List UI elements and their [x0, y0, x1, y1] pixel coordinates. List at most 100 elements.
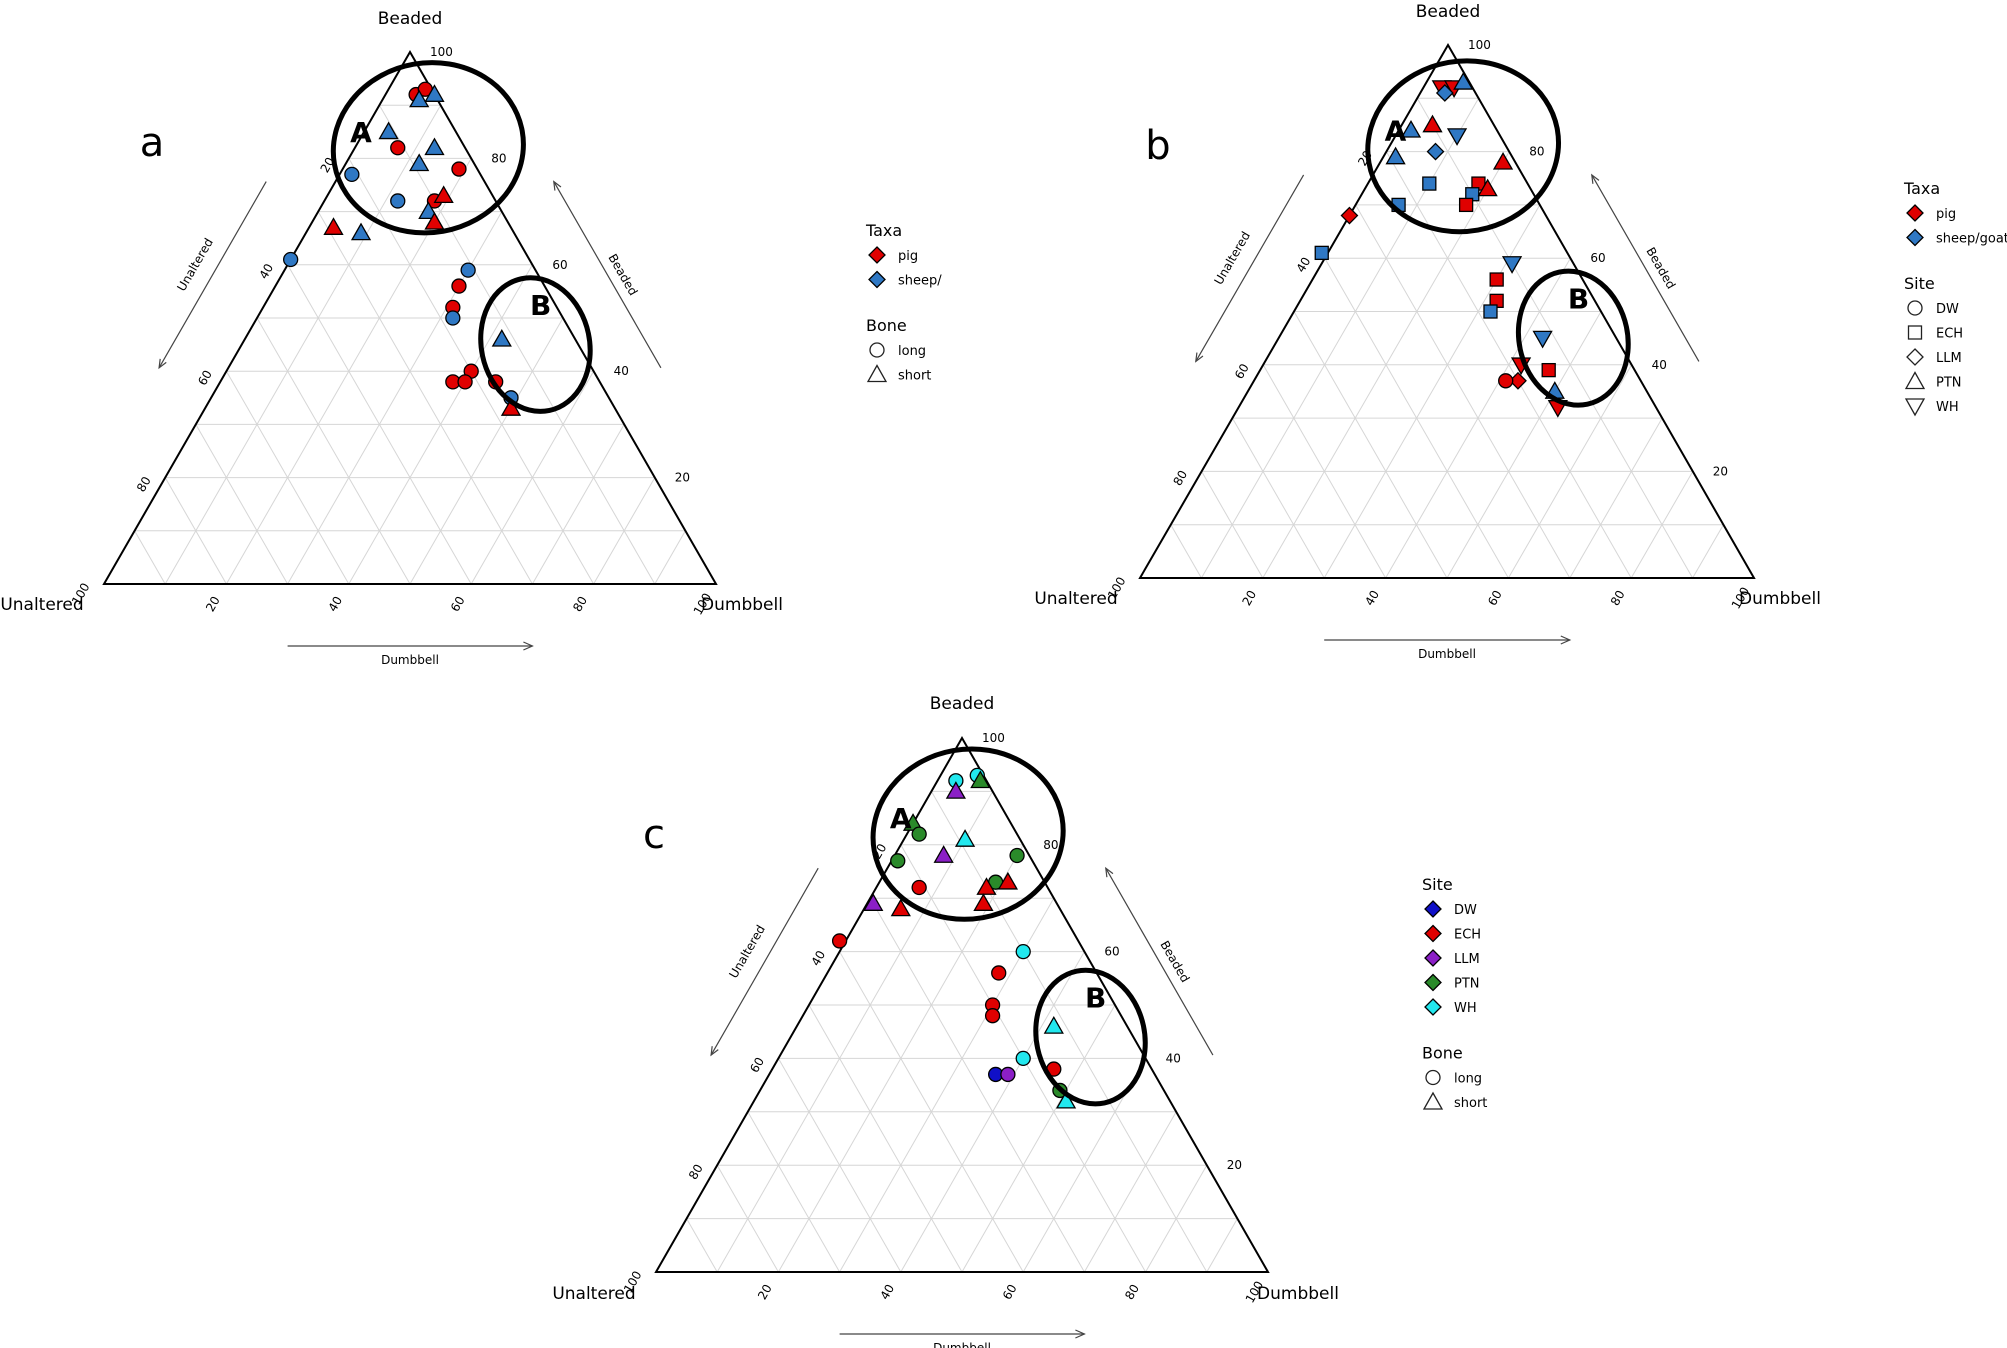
- data-point: [890, 853, 906, 869]
- data-point: [457, 374, 473, 390]
- tick-label-bottom: 80: [570, 594, 590, 614]
- legend-marker: [1906, 228, 1924, 247]
- tick-label-left: 80: [1170, 468, 1190, 488]
- tick-label-left: 80: [134, 474, 154, 494]
- tick-label-bottom: 60: [448, 594, 468, 614]
- legend-entry-label: LLM: [1936, 351, 1962, 366]
- tick-label-right: 100: [430, 45, 453, 59]
- grid-line: [256, 317, 411, 585]
- grid-line: [777, 1058, 902, 1273]
- legend-entry-label: sheep/: [898, 274, 942, 289]
- tick-label-bottom: 60: [1485, 588, 1505, 608]
- data-point: [1483, 304, 1498, 319]
- legend-entry-label: PTN: [1936, 376, 1962, 391]
- legend: Taxa pig sheep/Bone long short: [865, 221, 942, 384]
- tick-label-left: 40: [1294, 255, 1314, 275]
- grid-line: [1507, 364, 1633, 579]
- grid-line: [839, 897, 1055, 1273]
- cluster-label-b: B: [530, 289, 551, 322]
- data-point: [911, 826, 927, 842]
- data-point: [976, 877, 997, 895]
- vertex-label-right: Dumbbell: [1739, 589, 1821, 609]
- grid-line: [195, 424, 289, 585]
- legend-entry-label: short: [1454, 1096, 1487, 1111]
- legend-title: Site: [1904, 274, 1935, 293]
- legend-marker: [1904, 398, 1926, 417]
- tick-label-right: 20: [1713, 464, 1728, 478]
- data-point: [1492, 151, 1514, 170]
- grid-line: [930, 791, 1208, 1273]
- data-point: [1477, 178, 1498, 197]
- tick-label-left: 60: [195, 368, 215, 388]
- legend-entry-label: short: [898, 369, 931, 384]
- dumbbell-arrowhead: [523, 641, 534, 651]
- panel-label: c: [643, 812, 665, 858]
- grid-line: [716, 791, 994, 1273]
- data-point: [491, 328, 512, 347]
- data-point: [433, 185, 454, 204]
- legend-entry-label: LLM: [1454, 952, 1480, 967]
- data-point: [933, 845, 954, 863]
- legend-title: Taxa: [1903, 179, 1940, 198]
- data-point: [390, 193, 406, 209]
- grid-line: [686, 1218, 718, 1273]
- dumbbell-arrowhead: [1560, 635, 1572, 645]
- cluster-label-b: B: [1568, 282, 1589, 315]
- vertex-label-top: Beaded: [378, 9, 443, 29]
- data-point: [409, 153, 430, 172]
- grid-line: [1206, 1218, 1238, 1273]
- data-point: [445, 310, 461, 326]
- tick-label-bottom: 20: [203, 594, 223, 614]
- data-point: [984, 1008, 1001, 1024]
- grid-line: [1145, 1164, 1208, 1273]
- grid-line: [961, 1004, 1116, 1273]
- legend-marker: [866, 364, 888, 383]
- cluster-ellipse-b: [1033, 967, 1148, 1107]
- grid-line: [1083, 1111, 1177, 1273]
- tick-label-left: 60: [747, 1055, 767, 1075]
- data-point: [418, 201, 439, 220]
- tick-label-left: 80: [686, 1162, 706, 1182]
- tick-label-bottom: 20: [1239, 588, 1259, 608]
- unaltered-arrow: [1195, 174, 1305, 362]
- cluster-label-a: A: [350, 116, 372, 149]
- data-point: [1015, 943, 1031, 960]
- tick-label-right: 100: [1468, 38, 1491, 52]
- grid-line: [1446, 311, 1602, 579]
- tick-label-bottom: 40: [1362, 588, 1382, 608]
- tick-label-right: 80: [491, 151, 506, 165]
- vertex-label-left: Unaltered: [1034, 589, 1117, 609]
- cluster-ellipse-a: [330, 60, 526, 236]
- tick-label-bottom: 40: [877, 1282, 897, 1302]
- legend-marker: [1422, 1091, 1444, 1110]
- legend-marker: [1906, 204, 1924, 222]
- data-point: [973, 893, 994, 911]
- grid-line: [531, 424, 625, 585]
- vertex-label-left: Unaltered: [552, 1284, 635, 1304]
- legend-marker: [869, 342, 885, 358]
- grid-line: [378, 104, 656, 585]
- vertex-label-top: Beaded: [1416, 2, 1481, 22]
- data-point: [1541, 362, 1556, 378]
- tick-label-right: 100: [982, 731, 1005, 745]
- cluster-ellipse-b: [478, 275, 593, 414]
- data-point: [451, 278, 467, 294]
- cluster-label-b: B: [1085, 981, 1106, 1014]
- tick-label-bottom: 60: [1000, 1282, 1020, 1302]
- unaltered-arrow: [710, 867, 819, 1056]
- tick-label-right: 80: [1043, 838, 1058, 852]
- legend-marker: [868, 246, 886, 264]
- data-point: [390, 140, 406, 156]
- tick-label-bottom: 40: [325, 594, 345, 614]
- cluster-ellipse-a: [870, 746, 1066, 922]
- tick-label-left: 40: [256, 261, 276, 281]
- data-point: [1400, 119, 1422, 138]
- data-point: [863, 893, 884, 911]
- tick-label-right: 40: [1166, 1051, 1181, 1065]
- data-point: [1340, 206, 1359, 225]
- grid-line: [1231, 417, 1325, 579]
- grid-line: [1262, 364, 1387, 579]
- data-point: [890, 898, 911, 917]
